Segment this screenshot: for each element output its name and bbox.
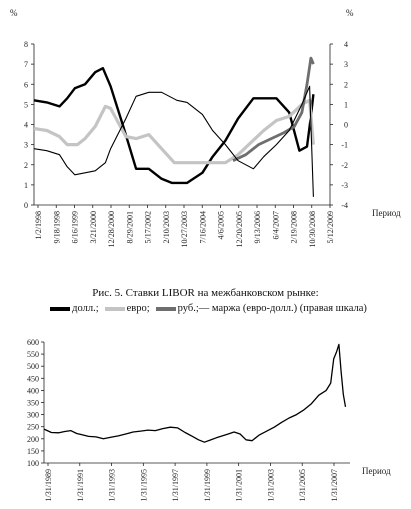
x-tick-label: 1/31/1991 <box>76 469 85 501</box>
y-tick-label: 450 <box>27 374 39 383</box>
chart1-series <box>33 56 315 197</box>
left-tick-label: 6 <box>24 80 28 89</box>
x-tick-label: 6/16/1999 <box>71 211 80 243</box>
x-tick-label: 6/4/2007 <box>271 211 280 239</box>
x-tick-label: 12/28/2000 <box>107 211 116 247</box>
x-tick-label: 1/31/1999 <box>203 469 212 501</box>
right-tick-label: 0 <box>344 121 348 130</box>
x-tick-label: 3/21/2000 <box>89 211 98 243</box>
x-tick-label: 1/2/1998 <box>34 211 43 239</box>
series-line <box>43 343 347 443</box>
right-tick-label: 4 <box>344 40 348 49</box>
y-tick-label: 550 <box>27 350 39 359</box>
left-tick-label: 1 <box>24 181 28 190</box>
x-tick-label: 9/18/1998 <box>52 211 61 243</box>
legend-label: руб.; <box>177 303 199 314</box>
right-tick-label: 2 <box>344 80 348 89</box>
right-tick-label: 3 <box>344 60 348 69</box>
x-tick-label: 2/19/2008 <box>290 211 299 243</box>
x-tick-label: 1/31/1993 <box>108 469 117 501</box>
y-tick-label: 100 <box>27 459 39 468</box>
right-tick-label: -1 <box>341 141 348 150</box>
x-tick-label: 1/31/2001 <box>235 469 244 501</box>
y-tick-label: 400 <box>27 386 39 395</box>
y-tick-label: 250 <box>27 423 39 432</box>
y-tick-label: 150 <box>27 447 39 456</box>
series-line-2 <box>33 98 315 165</box>
chart1-labels: 0 1 2 3 4 5 6 7 8 -4 -3 -2 -1 0 1 2 3 4% % 1/2/1998 9/18/199… <box>10 8 401 247</box>
x-tick-label: 9/13/2006 <box>253 211 262 243</box>
left-tick-label: 2 <box>24 161 28 170</box>
series-line-1 <box>33 66 315 185</box>
y-tick-label: 300 <box>27 411 39 420</box>
legend-swatch <box>50 306 71 311</box>
series-line-4 <box>33 85 314 197</box>
left-tick-label: 5 <box>24 100 28 109</box>
chart2-labels: 100 150 200 250 300 350 400 450 500 550 600 1/31/19… <box>27 338 391 501</box>
y-tick-label: 600 <box>27 338 39 347</box>
right-tick-label: -4 <box>341 201 348 210</box>
y-tick-label: 350 <box>27 399 39 408</box>
chart2-series <box>43 343 347 443</box>
chart-legend: долл.; евро; руб.;— маржа (евро-долл.) (пр… <box>0 302 411 316</box>
x-tick-label: 7/16/2004 <box>198 211 207 243</box>
legend-label: евро; <box>126 303 150 314</box>
libor-chart: 0 1 2 3 4 5 6 7 8 -4 -3 -2 -1 0 1 2 3 4% % 1/2/1998 9/18/199… <box>10 8 401 247</box>
chart1-axes <box>31 43 333 208</box>
x-tick-label: 5/12/2009 <box>326 211 335 243</box>
legend-swatch <box>104 306 125 311</box>
left-tick-label: 3 <box>24 141 28 150</box>
x-tick-label: 1/31/2005 <box>298 469 307 501</box>
left-tick-label: 8 <box>24 40 28 49</box>
x-tick-label: 1/31/1997 <box>171 469 180 501</box>
right-tick-label: 1 <box>344 100 348 109</box>
legend-label: — маржа (евро-долл.) (правая шкала) <box>198 303 367 314</box>
figure-caption: Рис. 5. Ставки LIBOR на межбанковском ры… <box>92 287 319 299</box>
x-axis-label: Период <box>362 466 391 476</box>
legend-label: долл.; <box>72 303 99 314</box>
x-tick-label: 4/6/2005 <box>217 211 226 239</box>
right-tick-label: -2 <box>341 161 348 170</box>
x-tick-label: 1/31/2003 <box>266 469 275 501</box>
x-tick-label: 8/29/2001 <box>125 211 134 243</box>
x-tick-label: 5/17/2002 <box>144 211 153 243</box>
left-unit-label: % <box>10 8 18 18</box>
left-tick-label: 4 <box>24 121 28 130</box>
left-tick-label: 0 <box>24 201 28 210</box>
x-tick-label: 1/31/2007 <box>330 469 339 501</box>
y-tick-label: 200 <box>27 435 39 444</box>
y-tick-label: 500 <box>27 362 39 371</box>
x-axis-label: Период <box>372 208 401 218</box>
x-tick-label: 12/20/2005 <box>235 211 244 247</box>
left-tick-label: 7 <box>24 60 28 69</box>
right-unit-label: % <box>346 8 354 18</box>
x-tick-label: 10/30/2008 <box>308 211 317 247</box>
chart2-axes <box>41 341 350 466</box>
x-tick-label: 10/27/2003 <box>180 211 189 247</box>
index-chart: 100 150 200 250 300 350 400 450 500 550 600 1/31/19… <box>27 338 391 501</box>
legend-swatch <box>155 306 176 311</box>
x-tick-label: 2/10/2003 <box>162 211 171 243</box>
right-tick-label: -3 <box>341 181 348 190</box>
x-tick-label: 1/31/1995 <box>139 469 148 501</box>
x-tick-label: 1/31/1989 <box>44 469 53 501</box>
